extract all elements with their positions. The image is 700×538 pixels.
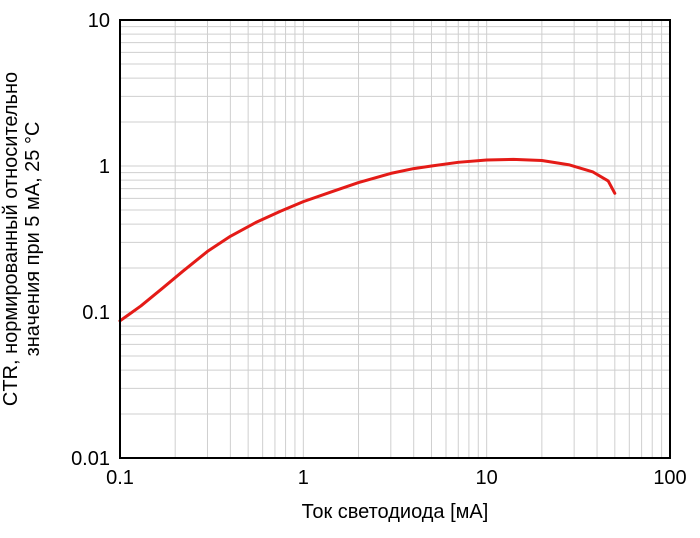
y-tick-label: 10: [88, 10, 110, 32]
x-tick-label: 1: [298, 467, 309, 489]
y-tick-label: 0.1: [82, 302, 110, 324]
y-tick-label: 0.01: [71, 448, 110, 470]
chart-frame: 0.11101000.010.1110Ток светодиода [мА]CT…: [0, 0, 700, 538]
y-axis-label: CTR, нормированный относительнозначения …: [0, 72, 44, 406]
x-axis-label: Ток светодиода [мА]: [302, 501, 489, 523]
x-tick-label: 10: [476, 467, 498, 489]
x-tick-label: 0.1: [106, 467, 134, 489]
x-tick-label: 100: [653, 467, 686, 489]
y-tick-label: 1: [99, 156, 110, 178]
ctr-log-chart: 0.11101000.010.1110Ток светодиода [мА]CT…: [0, 0, 700, 538]
